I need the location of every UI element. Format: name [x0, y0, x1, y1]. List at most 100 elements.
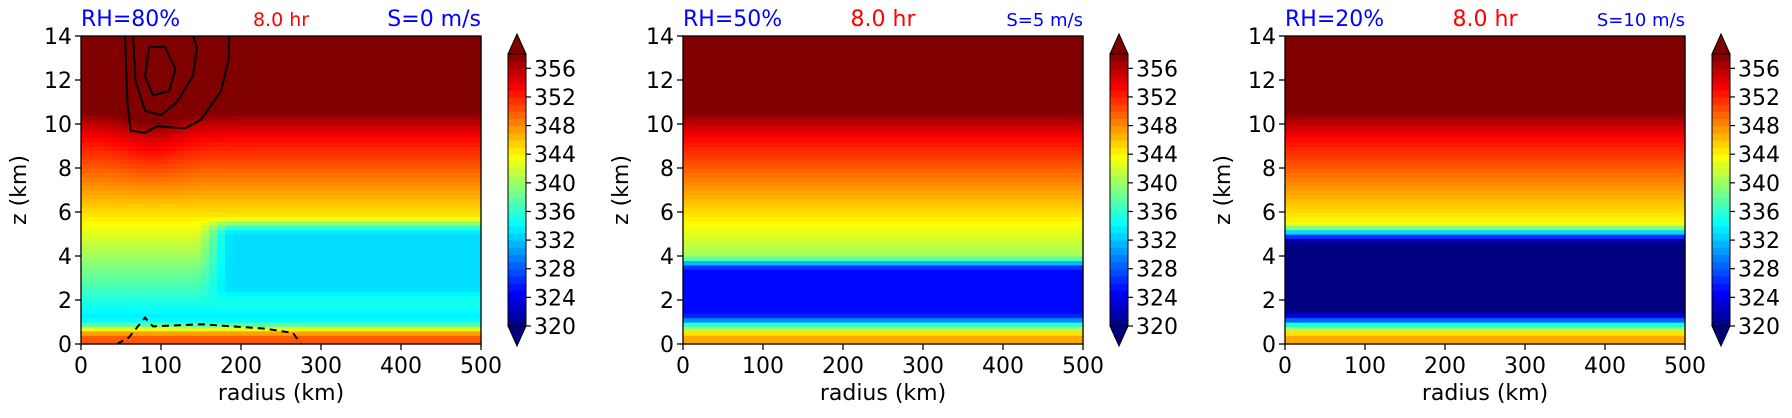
field-cell — [923, 251, 932, 257]
field-cell — [321, 141, 330, 147]
field-cell — [169, 66, 178, 72]
field-cell — [265, 93, 274, 99]
field-cell — [1003, 247, 1012, 253]
field-cell — [457, 194, 466, 200]
field-cell — [417, 150, 426, 156]
field-cell — [225, 295, 234, 301]
field-cell — [201, 146, 210, 151]
field-cell — [265, 168, 274, 173]
field-cell — [883, 300, 892, 305]
field-cell — [787, 282, 796, 288]
field-cell — [217, 335, 226, 341]
field-cell — [209, 198, 218, 204]
field-cell — [723, 308, 732, 314]
field-cell — [971, 300, 980, 305]
field-cell — [779, 247, 788, 253]
field-cell — [193, 97, 202, 103]
field-cell — [899, 300, 908, 305]
field-cell — [337, 102, 346, 107]
field-cell — [97, 176, 106, 182]
field-cell — [473, 256, 482, 261]
field-cell — [329, 168, 338, 173]
field-cell — [121, 291, 130, 297]
field-cell — [979, 339, 988, 345]
field-cell — [939, 278, 948, 283]
field-cell — [353, 110, 362, 116]
field-cell — [281, 330, 290, 336]
field-cell — [369, 137, 378, 143]
field-cell — [113, 330, 122, 336]
field-cell — [305, 322, 314, 327]
field-cell — [201, 106, 210, 112]
field-cell — [201, 339, 210, 345]
field-cell — [265, 176, 274, 182]
field-cell — [289, 119, 298, 125]
field-cell — [249, 137, 258, 143]
field-cell — [217, 159, 226, 165]
field-cell — [939, 308, 948, 314]
field-cell — [137, 291, 146, 297]
field-cell — [369, 234, 378, 239]
field-cell — [137, 88, 146, 94]
field-cell — [939, 295, 948, 301]
field-cell — [241, 128, 250, 134]
field-cell — [385, 256, 394, 261]
field-cell — [321, 212, 330, 217]
field-cell — [185, 150, 194, 156]
field-cell — [465, 163, 474, 169]
field-cell — [449, 119, 458, 125]
field-cell — [425, 106, 434, 112]
field-cell — [193, 300, 202, 305]
field-cell — [273, 198, 282, 204]
field-cell — [345, 335, 354, 341]
field-cell — [393, 273, 402, 279]
field-cell — [819, 295, 828, 301]
field-cell — [273, 44, 282, 50]
field-cell — [1027, 234, 1036, 239]
field-cell — [683, 295, 692, 301]
field-cell — [217, 66, 226, 72]
field-cell — [209, 88, 218, 94]
field-cell — [233, 159, 242, 165]
field-cell — [739, 291, 748, 297]
field-cell — [859, 220, 868, 226]
field-cell — [145, 238, 154, 244]
field-cell — [89, 53, 98, 59]
field-cell — [193, 264, 202, 270]
field-cell — [699, 278, 708, 283]
field-cell — [169, 128, 178, 134]
field-cell — [867, 264, 876, 270]
field-cell — [97, 330, 106, 336]
field-cell — [193, 238, 202, 244]
field-cell — [193, 137, 202, 143]
field-cell — [763, 229, 772, 235]
field-cell — [225, 225, 234, 231]
field-cell — [305, 326, 314, 332]
field-cell — [177, 313, 186, 319]
field-cell — [369, 62, 378, 68]
field-cell — [803, 286, 812, 292]
field-cell — [305, 62, 314, 68]
field-cell — [353, 141, 362, 147]
field-cell — [385, 304, 394, 310]
field-cell — [739, 247, 748, 253]
field-cell — [473, 84, 482, 90]
field-cell — [305, 216, 314, 222]
field-cell — [185, 238, 194, 244]
field-cell — [875, 282, 884, 288]
field-cell — [393, 322, 402, 327]
field-cell — [89, 256, 98, 261]
field-cell — [129, 291, 138, 297]
field-cell — [1027, 326, 1036, 332]
field-cell — [305, 278, 314, 283]
field-cell — [979, 273, 988, 279]
field-cell — [313, 216, 322, 222]
field-cell — [425, 115, 434, 121]
field-cell — [723, 251, 732, 257]
field-cell — [377, 124, 386, 129]
field-cell — [1019, 256, 1028, 261]
field-cell — [891, 313, 900, 319]
field-cell — [97, 207, 106, 213]
field-cell — [457, 198, 466, 204]
field-cell — [249, 238, 258, 244]
